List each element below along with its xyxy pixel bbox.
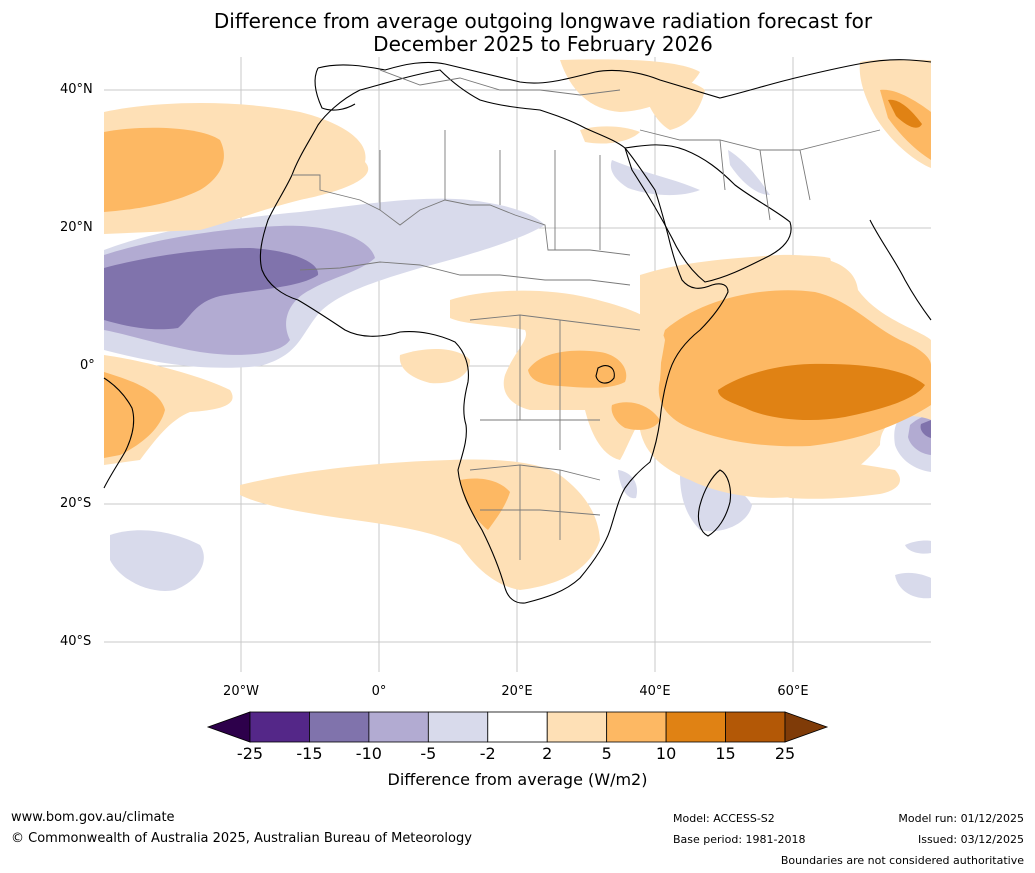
colorbar-bin <box>368 711 429 743</box>
turkey-anomaly <box>580 126 640 144</box>
coastlines <box>103 59 932 604</box>
arabia-coastline <box>624 144 792 283</box>
colorbar-tick: -10 <box>355 744 382 763</box>
europe-coastline <box>317 59 932 99</box>
colorbar-bin <box>606 711 667 743</box>
namibia-anomaly-medium <box>460 478 510 530</box>
colorbar-bin <box>665 711 726 743</box>
east-indian-ocean-anomaly-dark <box>920 420 931 438</box>
africa-coastline <box>259 69 729 604</box>
west-atlantic-coastline <box>103 377 135 489</box>
lat-label-20s: 20°S <box>60 496 92 511</box>
colorbar-tick: 15 <box>715 744 736 763</box>
lat-label-40s: 40°S <box>60 634 92 649</box>
west-africa-anomaly-dark <box>104 248 319 330</box>
south-indian-ocean-anomaly <box>895 572 931 599</box>
colorbar-bin <box>487 711 548 743</box>
border-sahara <box>379 130 601 250</box>
colorbar-bin <box>725 711 786 743</box>
copyright-text: © Commonwealth of Australia 2025, Austra… <box>11 831 472 846</box>
arabian-sea-anomaly <box>730 255 831 279</box>
border-europe <box>379 69 621 96</box>
south-atlantic-anomaly-light <box>240 459 600 590</box>
border-southern <box>469 464 601 560</box>
colorbar-tick: -2 <box>479 744 496 763</box>
colorbar-tick: 25 <box>774 744 796 763</box>
west-equatorial-atlantic-anomaly-medium <box>104 372 165 458</box>
model-text: Model: ACCESS-S2 <box>673 812 775 825</box>
north-atlantic-anomaly-medium <box>104 127 224 212</box>
border-middle-east <box>639 129 881 221</box>
colorbar-over-arrow <box>784 711 829 743</box>
model-run-text: Model run: 01/12/2025 <box>898 812 1024 825</box>
colorbar-tick: 5 <box>601 744 612 763</box>
colorbar-tick: -5 <box>420 744 437 763</box>
colorbar-bin <box>249 711 310 743</box>
colorbar-title: Difference from average (W/m2) <box>387 770 648 789</box>
south-indian-ocean-anomaly-2 <box>905 540 931 554</box>
positive-anomaly-regions <box>104 59 931 590</box>
lat-label-20n: 20°N <box>60 220 93 235</box>
iberia-coastline <box>314 67 356 111</box>
map-title: Difference from average outgoing longwav… <box>100 10 986 56</box>
madagascar-coastline <box>697 469 732 537</box>
middle-east-anomaly <box>640 77 705 130</box>
lon-label-40e: 40°E <box>639 684 671 699</box>
lon-label-60e: 60°E <box>777 684 809 699</box>
lon-label-20e: 20°E <box>501 684 533 699</box>
lat-label-equator: 0° <box>80 358 95 373</box>
south-indian-ocean-anomaly-light <box>760 458 900 499</box>
border-north-africa <box>292 174 631 256</box>
tanzania-anomaly-medium <box>611 402 660 430</box>
issued-text: Issued: 03/12/2025 <box>917 833 1024 846</box>
colorbar-bin <box>309 711 370 743</box>
lat-label-40n: 40°N <box>60 82 93 97</box>
iran-anomaly-dark <box>888 99 922 128</box>
india-coastline <box>869 219 932 321</box>
lon-label-0: 0° <box>371 684 387 699</box>
title-line-2: December 2025 to February 2026 <box>373 32 713 56</box>
colorbar-tick: -15 <box>296 744 323 763</box>
colorbar-bins <box>249 711 786 743</box>
disclaimer-text: Boundaries are not considered authoritat… <box>780 854 1024 867</box>
red-sea-anomaly <box>610 160 700 196</box>
border-sahel <box>299 261 631 286</box>
south-atlantic-anomaly <box>110 530 204 591</box>
colorbar-tick: 10 <box>655 744 677 763</box>
colorbar-bin <box>546 711 608 743</box>
gulf-anomaly <box>728 150 770 195</box>
base-period-text: Base period: 1981-2018 <box>673 833 806 846</box>
colorbar-under-arrow <box>206 711 251 743</box>
colorbar-tick: -25 <box>236 744 264 763</box>
east-indian-ocean-anomaly-dark <box>718 363 925 421</box>
lake-victoria-outline <box>595 365 615 384</box>
country-borders <box>292 69 881 560</box>
colorbar-tick: 2 <box>542 744 553 763</box>
colorbar-bin <box>427 711 489 743</box>
central-africa-anomaly-medium <box>528 350 627 388</box>
border-central <box>469 314 641 450</box>
lon-label-20w: 20°W <box>223 684 259 699</box>
gulf-of-guinea-anomaly <box>399 348 470 384</box>
title-line-1: Difference from average outgoing longwav… <box>213 9 873 33</box>
website-link[interactable]: www.bom.gov.au/climate <box>11 810 175 825</box>
